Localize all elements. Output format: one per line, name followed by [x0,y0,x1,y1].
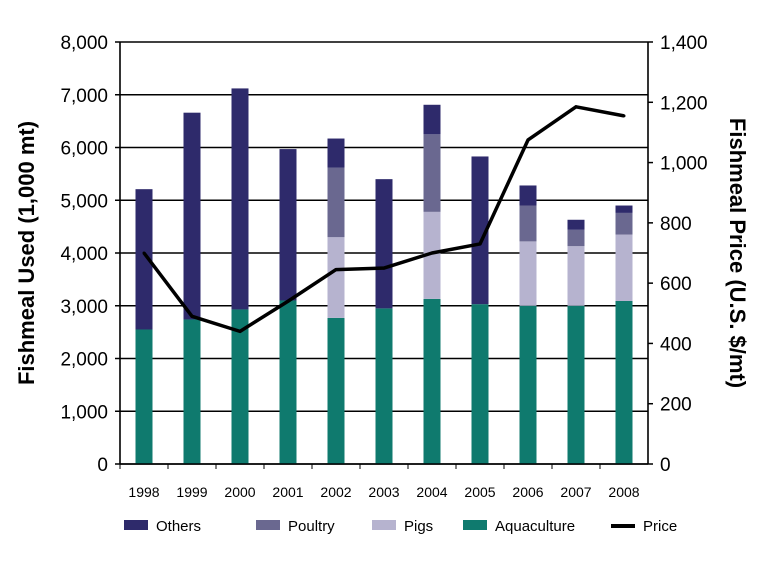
bar-aquaculture-2003 [375,308,393,464]
y-right-tick-label: 1,000 [660,154,708,175]
legend-label-pigs: Pigs [404,518,433,535]
bar-aquaculture-1999 [183,319,201,464]
bar-others-2007 [567,219,585,230]
bar-aquaculture-2007 [567,305,585,464]
bar-aquaculture-2004 [423,298,441,464]
y-tick-label: 6,000 [60,139,108,160]
axes: 0 1,000 2,000 3,000 4,000 5,000 6,000 7,000 8,00… [60,33,707,500]
y-tick-label: 5,000 [60,191,108,212]
y-tick-label: 2,000 [60,350,108,371]
legend-label-poultry: Poultry [288,518,335,535]
bar-poultry-2006 [519,205,537,242]
bar-poultry-2004 [423,134,441,212]
x-tick-label: 2004 [416,484,447,500]
bar-pigs-2002 [327,237,345,318]
price-point [622,114,626,118]
price-line [142,105,626,334]
bar-others-2005 [471,156,489,305]
bar-poultry-2002 [327,167,345,238]
price-point [382,266,386,270]
bar-aquaculture-1998 [135,329,153,464]
y-right-tick-label: 400 [660,334,692,355]
x-tick-label: 1998 [128,484,159,500]
y-tick-label: 4,000 [60,244,108,265]
bar-others-2003 [375,179,393,309]
bar-others-2004 [423,104,441,135]
bar-pigs-2008 [615,234,633,302]
bar-pigs-2004 [423,211,441,299]
y-right-tick-label: 600 [660,274,692,295]
legend-label-price: Price [643,518,677,535]
x-tick-label: 2007 [560,484,591,500]
legend-swatch-pigs [372,520,396,530]
y-right-tick-label: 1,400 [660,33,708,54]
y-tick-label: 3,000 [60,297,108,318]
y-tick-label: 8,000 [60,33,108,54]
y-axis-title: Fishmeal Used (1,000 mt) [14,121,39,385]
x-tick-label: 2000 [224,484,255,500]
price-point [430,251,434,255]
price-point [334,268,338,272]
y-right-tick-label: 0 [660,455,671,476]
legend-swatch-price [611,524,635,528]
y-tick-label: 1,000 [60,402,108,423]
x-tick-label: 2003 [368,484,399,500]
x-tick-label: 2006 [512,484,543,500]
legend-swatch-poultry [256,520,280,530]
bar-aquaculture-2008 [615,301,633,464]
bar-aquaculture-2001 [279,300,297,464]
bar-aquaculture-2000 [231,309,249,464]
y-right-tick-label: 200 [660,395,692,416]
price-point [142,251,146,255]
y-tick-label: 7,000 [60,86,108,107]
y-tick-label: 0 [97,455,108,476]
price-point [238,329,242,333]
bar-poultry-2007 [567,229,585,247]
bar-others-2006 [519,185,537,206]
legend-swatch-aquaculture [463,520,487,530]
bar-others-2008 [615,205,633,213]
bar-others-2002 [327,138,345,168]
bar-poultry-2008 [615,212,633,235]
y-right-tick-label: 1,200 [660,93,708,114]
legend: Others Poultry Pigs Aquaculture Price [124,518,677,535]
bar-aquaculture-2005 [471,304,489,464]
x-tick-label: 2002 [320,484,351,500]
x-tick-label: 1999 [176,484,207,500]
price-point [286,299,290,303]
y-axis-right-title: Fishmeal Price (U.S. $/mt) [725,118,750,388]
bar-others-2001 [279,149,297,301]
price-point [190,314,194,318]
bar-aquaculture-2002 [327,317,345,464]
bars [135,88,633,464]
bar-others-1999 [183,112,201,320]
legend-label-aquaculture: Aquaculture [495,518,575,535]
x-tick-label: 2008 [608,484,639,500]
price-point [574,105,578,109]
price-point [478,242,482,246]
bar-others-1998 [135,189,153,330]
bar-pigs-2006 [519,241,537,306]
y-right-tick-label: 800 [660,214,692,235]
x-tick-label: 2001 [272,484,303,500]
bar-pigs-2007 [567,246,585,306]
legend-label-others: Others [156,518,201,535]
bar-aquaculture-2006 [519,305,537,464]
bar-others-2000 [231,88,249,310]
price-point [526,138,530,142]
legend-swatch-others [124,520,148,530]
x-tick-label: 2005 [464,484,495,500]
